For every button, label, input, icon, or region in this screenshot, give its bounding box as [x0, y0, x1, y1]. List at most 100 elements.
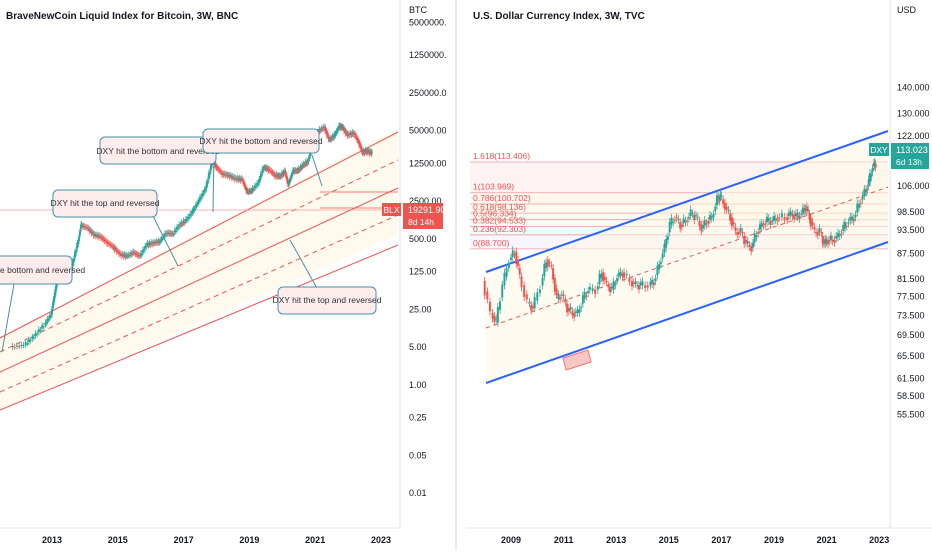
- left-y-tick: 0.05: [409, 450, 427, 460]
- dxy-candle: [607, 285, 610, 288]
- btc-candle: [155, 241, 158, 243]
- btc-candle: [290, 175, 293, 178]
- btc-candle: [46, 318, 49, 322]
- dxy-candle: [874, 164, 877, 168]
- btc-candle: [319, 130, 322, 132]
- btc-candle: [167, 232, 170, 234]
- dxy-candle: [639, 282, 642, 286]
- btc-candle: [291, 173, 294, 176]
- btc-candle: [137, 254, 140, 256]
- btc-candle: [292, 169, 295, 172]
- right-y-tick: 58.500: [897, 391, 925, 401]
- annotation-box-3[interactable]: DXY hit the top and reversed: [51, 189, 160, 218]
- annotation-text-3: DXY hit the top and reversed: [51, 198, 160, 208]
- btc-candle: [334, 133, 337, 135]
- right-x-tick: 2021: [817, 535, 837, 545]
- left-y-tick: 1250000.00: [409, 50, 457, 60]
- left-y-tick: 1.00: [409, 380, 427, 390]
- right-x-tick: 2011: [554, 535, 574, 545]
- right-y-tick: 106.000: [897, 181, 930, 191]
- btc-candle: [288, 180, 291, 183]
- btc-candle: [18, 346, 21, 348]
- btc-candle: [274, 175, 277, 177]
- btc-candle: [108, 243, 111, 245]
- dxy-candle: [617, 272, 620, 277]
- btc-candle: [114, 248, 117, 250]
- btc-candle: [102, 238, 105, 240]
- left-y-axis: BTC 300000000.0080000000.0020000000.0050…: [409, 5, 457, 498]
- left-x-tick: 2017: [174, 535, 194, 545]
- dxy-candle: [675, 217, 678, 219]
- annotation-box-2[interactable]: DXY hit the bottom and reversed: [199, 128, 323, 154]
- dxy-candle: [546, 259, 549, 267]
- btc-candle: [231, 176, 234, 178]
- dxy-candle: [682, 218, 685, 224]
- dxy-candle: [825, 239, 828, 243]
- right-y-tick: 140.000: [897, 83, 930, 93]
- btc-candle: [320, 127, 323, 130]
- btc-candle: [126, 256, 129, 258]
- btc-candle: [36, 333, 39, 335]
- dxy-candle: [750, 246, 753, 252]
- btc-candle: [303, 164, 306, 166]
- dxy-candle: [553, 278, 556, 292]
- right-chart-panel: 1.618(113.406)1(103.969)0.786(100.702)0.…: [466, 0, 932, 545]
- btc-candle: [224, 174, 227, 176]
- dxy-candle: [854, 214, 857, 218]
- dxy-candle: [831, 239, 834, 242]
- dxy-candle: [661, 253, 664, 259]
- dxy-candle: [716, 195, 719, 206]
- dxy-candle: [858, 204, 861, 208]
- dxy-candle: [712, 214, 715, 218]
- right-x-tick: 2023: [869, 535, 889, 545]
- btc-candle: [26, 343, 29, 345]
- dxy-candle: [610, 286, 613, 289]
- btc-candle: [269, 170, 272, 172]
- btc-candle: [276, 175, 279, 177]
- dxy-candle: [646, 285, 649, 288]
- btc-candle: [356, 139, 359, 141]
- btc-candle: [75, 249, 78, 254]
- btc-candle: [171, 233, 174, 235]
- btc-candle: [226, 174, 229, 176]
- left-y-unit: BTC: [409, 5, 428, 15]
- dxy-candle: [630, 280, 633, 287]
- dxy-candle: [693, 214, 696, 221]
- dxy-candle: [691, 213, 694, 215]
- btc-candle: [125, 254, 128, 256]
- fib-level-label: 0.5(96.334): [473, 209, 517, 219]
- dxy-candle: [507, 263, 510, 269]
- btc-candle: [278, 175, 281, 177]
- dxy-candle: [562, 294, 565, 296]
- btc-candle: [296, 170, 299, 172]
- dxy-candle: [591, 288, 594, 290]
- dxy-candle: [533, 296, 536, 309]
- annotation-box-5[interactable]: DXY hit the top and reversed: [273, 286, 382, 315]
- btc-candle: [338, 125, 341, 129]
- dxy-candle: [844, 222, 847, 229]
- btc-candle: [140, 253, 143, 255]
- dxy-candle: [578, 308, 581, 313]
- dxy-candle: [856, 203, 859, 213]
- btc-candle: [304, 162, 307, 165]
- dxy-channel-mid: [485, 186, 889, 329]
- btc-candle: [80, 224, 83, 226]
- dxy-candle: [868, 173, 871, 183]
- btc-candle: [190, 214, 193, 216]
- btc-candle: [353, 133, 356, 135]
- annotation-box-4[interactable]: e bottom and reversed: [0, 255, 85, 285]
- btc-candle: [178, 224, 181, 227]
- btc-candle: [277, 175, 280, 177]
- btc-candle: [170, 233, 173, 235]
- btc-candle: [282, 173, 285, 175]
- dxy-candle: [525, 294, 528, 300]
- btc-candle: [127, 254, 130, 256]
- dxy-candle: [550, 265, 553, 267]
- dxy-candle: [789, 211, 792, 215]
- dxy-candle: [722, 199, 725, 204]
- dxy-candle: [555, 288, 558, 296]
- btc-candle: [354, 134, 357, 137]
- btc-candle: [159, 240, 162, 242]
- btc-candle: [245, 189, 248, 191]
